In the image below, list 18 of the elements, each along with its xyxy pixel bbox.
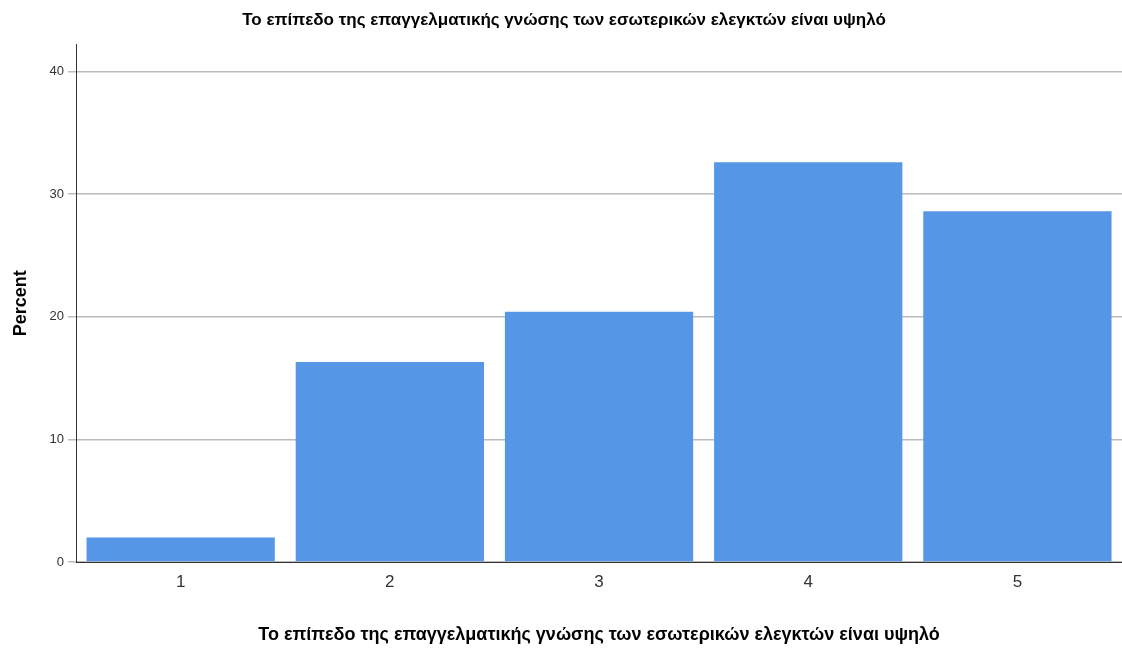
y-axis-title: Percent (9, 270, 30, 337)
bar (504, 311, 694, 562)
y-tick-label: 10 (49, 430, 65, 446)
x-tick-label: 1 (175, 571, 186, 591)
x-tick-label: 5 (1012, 571, 1023, 591)
chart-title: Το επίπεδο της επαγγελματικής γνώσης των εσωτερικών ελεγκτών είναι υψηλό (242, 9, 886, 29)
bar (923, 211, 1112, 562)
x-tick-label: 2 (385, 571, 395, 591)
y-tick-label: 20 (49, 308, 65, 324)
y-tick-label: 30 (49, 185, 65, 201)
y-tick-label: 0 (56, 553, 65, 569)
bar (295, 362, 484, 562)
bar (86, 537, 275, 562)
x-axis-title: Το επίπεδο της επαγγελματικής γνώσης των εσωτερικών ελεγκτών είναι υψηλό (258, 624, 940, 645)
bar (714, 162, 903, 562)
x-tick-label: 3 (594, 571, 604, 591)
x-tick-label: 4 (803, 571, 813, 591)
y-tick-label: 40 (49, 62, 65, 78)
